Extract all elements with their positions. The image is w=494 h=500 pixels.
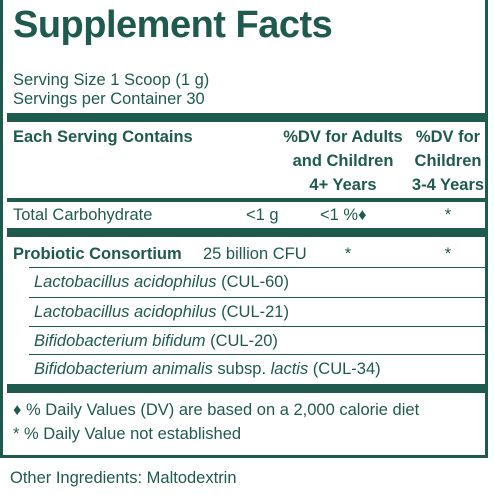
probiotic-amount: 25 billion CFU <box>203 245 307 263</box>
strain-subsp-label: subsp. <box>212 360 271 378</box>
strain-row: Lactobacillus acidophilus (CUL-21) <box>34 302 289 322</box>
strain-species: Bifidobacterium animalis <box>34 360 213 378</box>
supplement-facts-panel: Supplement Facts Serving Size 1 Scoop (1… <box>0 0 488 458</box>
carb-name: Total Carbohydrate <box>13 206 153 224</box>
servings-per-container: Servings per Container 30 <box>13 90 205 108</box>
strain-row: Lactobacillus acidophilus (CUL-60) <box>34 272 289 292</box>
strain-species: Lactobacillus acidophilus <box>34 303 217 321</box>
footnote-dv: ♦ % Daily Values (DV) are based on a 2,0… <box>13 401 420 419</box>
strain-species: Bifidobacterium bifidum <box>34 332 206 350</box>
strain-code: (CUL-21) <box>216 303 289 321</box>
other-ingredients: Other Ingredients: Maltodextrin <box>10 469 237 487</box>
header-dv-children-l2: Children <box>414 152 482 170</box>
footnote-not-established: * % Daily Value not established <box>13 425 242 443</box>
strain-row: Bifidobacterium bifidum (CUL-20) <box>34 331 278 351</box>
probiotic-name: Probiotic Consortium <box>13 245 182 263</box>
strain-code: (CUL-20) <box>205 332 278 350</box>
strain-row: Bifidobacterium animalis subsp. lactis (… <box>34 359 381 379</box>
strain-subspecies: lactis <box>270 360 309 378</box>
strain-code: (CUL-34) <box>308 360 381 378</box>
probiotic-dv-child: * <box>444 245 452 263</box>
thick-divider-mid <box>7 228 487 237</box>
row-divider <box>29 354 487 355</box>
carb-amount: <1 g <box>246 206 279 224</box>
strain-code: (CUL-60) <box>216 273 289 291</box>
strain-species: Lactobacillus acidophilus <box>34 273 217 291</box>
header-dv-adults-l2: and Children <box>292 152 394 170</box>
header-dv-adults-l3: 4+ Years <box>309 176 377 194</box>
header-dv-children-l3: 3-4 Years <box>411 176 485 194</box>
probiotic-dv-adult: * <box>344 245 352 263</box>
carb-dv-child: * <box>444 206 452 224</box>
row-divider <box>29 267 487 268</box>
medium-divider <box>7 198 487 202</box>
serving-size: Serving Size 1 Scoop (1 g) <box>13 71 210 89</box>
thick-divider-top <box>7 113 487 122</box>
header-each-serving: Each Serving Contains <box>13 128 193 146</box>
header-dv-children-l1: %DV for <box>415 128 481 146</box>
row-divider <box>29 326 487 327</box>
thick-divider-bottom <box>7 384 487 393</box>
header-dv-adults-l1: %DV for Adults <box>283 128 403 146</box>
row-divider <box>29 297 487 298</box>
panel-title: Supplement Facts <box>13 4 333 46</box>
carb-dv-adult: <1 %♦ <box>320 206 367 224</box>
